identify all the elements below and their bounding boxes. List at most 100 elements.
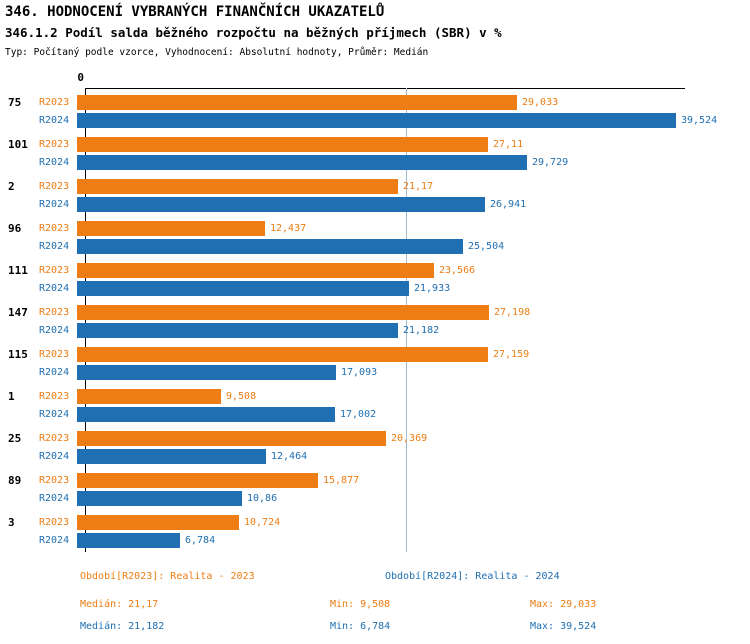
bar-row: R2024 17,093 <box>0 364 750 380</box>
bar-row: 96 R2023 12,437 <box>0 220 750 236</box>
bar-value-label: 6,784 <box>185 534 216 546</box>
category-label: 111 <box>8 263 28 277</box>
bar-row: 147 R2023 27,198 <box>0 304 750 320</box>
bar-group: 25 R2023 20,369 R2024 12,464 <box>0 430 750 464</box>
bar <box>77 532 180 548</box>
bar-value-label: 10,86 <box>247 492 278 504</box>
bar-row: 101 R2023 27,11 <box>0 136 750 152</box>
bar-value-label: 25,504 <box>468 240 505 252</box>
bar-value-label: 27,198 <box>494 306 531 318</box>
series-label: R2023 <box>39 222 70 234</box>
legend-r2024-max: Max: 39,524 <box>530 621 597 632</box>
bar-value-label: 20,369 <box>391 432 428 444</box>
chart-meta-line: Typ: Počítaný podle vzorce, Vyhodnocení:… <box>5 47 429 58</box>
bar <box>77 262 434 278</box>
bar-rows-container: 75 R2023 29,033 R2024 39,524 101 R2023 27,11 R20… <box>0 94 750 556</box>
bar-value-label: 17,002 <box>340 408 377 420</box>
series-label: R2023 <box>39 180 70 192</box>
bar-track: 12,437 <box>77 220 750 236</box>
chart-subtitle: 346.1.2 Podíl salda běžného rozpočtu na … <box>5 25 502 40</box>
bar-group: 75 R2023 29,033 R2024 39,524 <box>0 94 750 128</box>
bar-value-label: 26,941 <box>490 198 527 210</box>
chart-area: 75 R2023 29,033 R2024 39,524 101 R2023 27,11 R20… <box>0 88 750 558</box>
bar-value-label: 27,11 <box>493 138 524 150</box>
bar-group: 1 R2023 9,508 R2024 17,002 <box>0 388 750 422</box>
bar-track: 27,11 <box>77 136 750 152</box>
bar <box>77 196 485 212</box>
bar-track: 17,093 <box>77 364 750 380</box>
bar-group: 2 R2023 21,17 R2024 26,941 <box>0 178 750 212</box>
bar <box>77 178 398 194</box>
bar-row: R2024 17,002 <box>0 406 750 422</box>
bar-row: R2024 10,86 <box>0 490 750 506</box>
x-axis-line <box>85 88 685 89</box>
series-label: R2024 <box>39 534 70 546</box>
bar <box>77 430 386 446</box>
bar-track: 27,198 <box>77 304 750 320</box>
bar-row: R2024 21,182 <box>0 322 750 338</box>
bar-group: 3 R2023 10,724 R2024 6,784 <box>0 514 750 548</box>
bar-group: 101 R2023 27,11 R2024 29,729 <box>0 136 750 170</box>
bar-row: R2024 39,524 <box>0 112 750 128</box>
legend-r2023-max: Max: 29,033 <box>530 599 597 610</box>
bar-track: 29,033 <box>77 94 750 110</box>
category-label: 75 <box>8 95 22 109</box>
bar-value-label: 27,159 <box>493 348 530 360</box>
bar <box>77 346 488 362</box>
series-label: R2023 <box>39 264 70 276</box>
bar-track: 10,724 <box>77 514 750 530</box>
bar-row: 25 R2023 20,369 <box>0 430 750 446</box>
bar-track: 21,17 <box>77 178 750 194</box>
bar <box>77 112 676 128</box>
legend-r2023-min: Min: 9,508 <box>330 599 391 610</box>
bar-value-label: 15,877 <box>323 474 360 486</box>
bar <box>77 304 489 320</box>
bar-value-label: 17,093 <box>341 366 378 378</box>
bar-value-label: 23,566 <box>439 264 476 276</box>
legend-r2024-min: Min: 6,784 <box>330 621 391 632</box>
bar-group: 111 R2023 23,566 R2024 21,933 <box>0 262 750 296</box>
bar-track: 15,877 <box>77 472 750 488</box>
bar-value-label: 21,182 <box>403 324 440 336</box>
bar <box>77 406 335 422</box>
series-label: R2023 <box>39 306 70 318</box>
bar-row: R2024 12,464 <box>0 448 750 464</box>
bar-value-label: 21,17 <box>403 180 434 192</box>
bar <box>77 490 242 506</box>
series-label: R2024 <box>39 450 70 462</box>
category-label: 25 <box>8 431 22 445</box>
bar-row: 3 R2023 10,724 <box>0 514 750 530</box>
bar-value-label: 29,033 <box>522 96 559 108</box>
bar-row: 2 R2023 21,17 <box>0 178 750 194</box>
bar-value-label: 12,437 <box>270 222 307 234</box>
x-axis-zero-label: 0 <box>77 71 84 84</box>
bar <box>77 154 527 170</box>
series-label: R2024 <box>39 156 70 168</box>
series-label: R2023 <box>39 432 70 444</box>
series-label: R2023 <box>39 390 70 402</box>
series-label: R2023 <box>39 474 70 486</box>
bar-track: 6,784 <box>77 532 750 548</box>
bar-row: 111 R2023 23,566 <box>0 262 750 278</box>
y-axis-line <box>85 88 86 552</box>
bar <box>77 322 398 338</box>
bar-track: 20,369 <box>77 430 750 446</box>
bar-track: 39,524 <box>77 112 750 128</box>
bar <box>77 388 221 404</box>
bar-track: 29,729 <box>77 154 750 170</box>
series-label: R2024 <box>39 114 70 126</box>
legend-r2023-median: Medián: 21,17 <box>80 599 159 610</box>
bar-track: 25,504 <box>77 238 750 254</box>
bar <box>77 94 517 110</box>
bar-value-label: 12,464 <box>271 450 308 462</box>
bar-row: 89 R2023 15,877 <box>0 472 750 488</box>
bar <box>77 364 336 380</box>
bar-group: 96 R2023 12,437 R2024 25,504 <box>0 220 750 254</box>
bar-row: R2024 29,729 <box>0 154 750 170</box>
bar <box>77 220 265 236</box>
category-label: 2 <box>8 179 15 193</box>
series-label: R2024 <box>39 240 70 252</box>
bar <box>77 238 463 254</box>
legend-r2024-median: Medián: 21,182 <box>80 621 165 632</box>
bar-track: 10,86 <box>77 490 750 506</box>
